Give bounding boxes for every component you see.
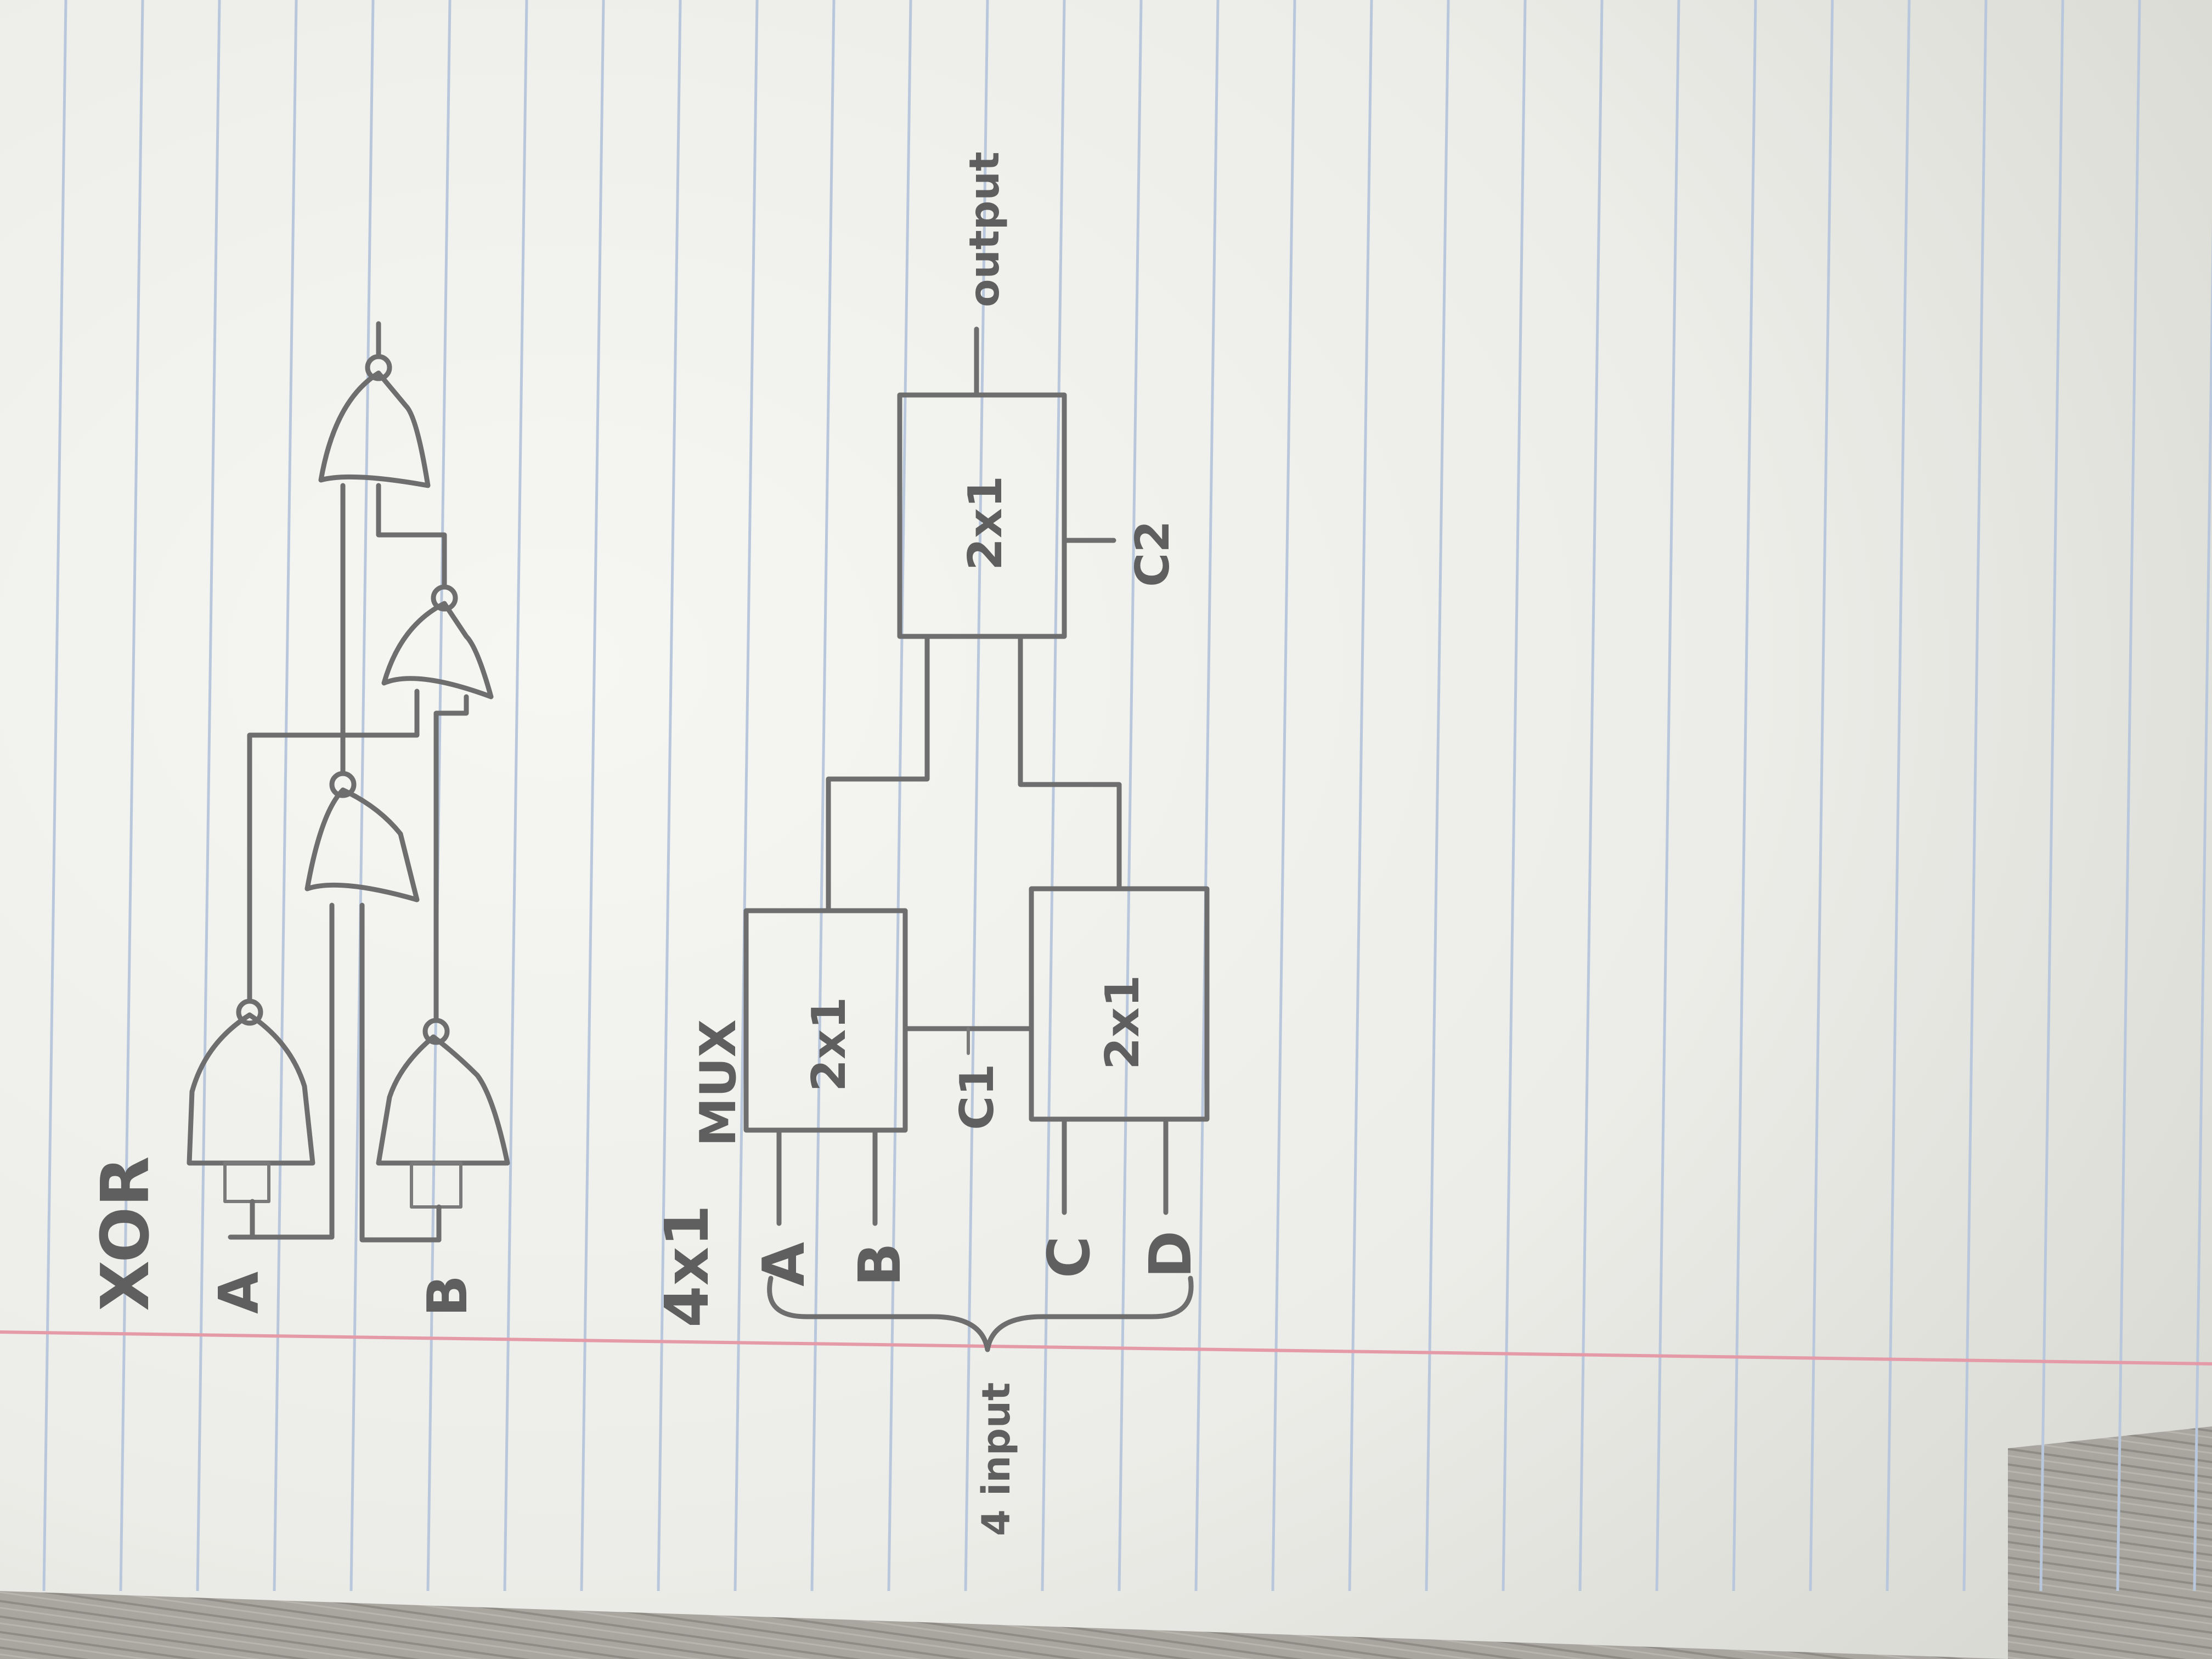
mux-input-a: A [751,1242,817,1286]
rule-line [2193,218,2212,1592]
rule-line [1348,0,1373,1592]
rule-line [1118,0,1143,1592]
rule-line [1041,0,1066,1592]
mux-title-word: MUX [690,1019,747,1147]
mux-block-1 [743,908,908,1133]
xor-input-b: B [415,1275,479,1317]
rule-line [733,0,759,1592]
xor-wire-b-to-g2 [359,902,442,1243]
mux-input-b: B [847,1243,913,1286]
rule-line [1655,0,1680,1592]
xor-wire-g1-up [247,689,420,1004]
rule-line [1425,0,1450,1592]
rule-line [1194,0,1220,1592]
rule-line [349,0,375,1592]
xor-title: XOR [88,1156,164,1311]
mux-input-c: C [1036,1236,1103,1278]
mux-block-1-label: 2x1 [802,997,856,1092]
rule-line [2039,0,2064,1592]
mux-diagram: 4x1 MUX 2x1 2x1 2x1 A B C D 4 input C1 [652,151,1210,1536]
rule-line [426,0,452,1592]
mux-title-size: 4x1 [652,1205,722,1328]
margin-line [0,1330,2212,1365]
rule-line [1886,0,1911,1592]
rule-line [503,0,528,1592]
rule-line [810,0,836,1592]
rule-line [1732,0,1757,1592]
rule-line [657,0,682,1592]
mux-wire-b2-to-b3 [1018,634,1122,891]
rule-line [1578,0,1604,1592]
mux-select-2-label: C2 [1126,520,1180,587]
mux-input-d: D [1137,1231,1204,1278]
mux-wire-b1-to-b3 [826,634,930,913]
xor-wire-a-to-g2 [250,902,335,1240]
mux-input-brace [767,1276,1194,1352]
xor-input-a: A [207,1272,271,1314]
ruled-lines [42,0,2212,1592]
rule-line [1502,0,1527,1592]
xor-wire-g4-to-g5 [376,483,447,590]
mux-output-label: output [960,151,1008,307]
mux-brace-label: 4 input [974,1383,1019,1536]
rule-line [580,0,605,1592]
mux-block-3-label: 2x1 [958,476,1013,571]
desk-surface-right [2008,1426,2212,1659]
rule-line [1271,0,1296,1592]
xor-diagram: XOR [88,321,510,1317]
mux-select-1-label: C1 [950,1063,1005,1130]
rule-line [119,0,144,1592]
mux-block-2-label: 2x1 [1096,975,1150,1070]
rule-line [2116,0,2141,1592]
rule-line [1962,0,1988,1592]
rule-line [196,0,221,1592]
rule-line [273,0,298,1592]
rule-line [1809,0,1834,1592]
rule-line [887,0,912,1592]
mux-block-3 [897,392,1067,639]
xor-wire-g3-up [433,694,469,1023]
rule-line [42,0,67,1592]
